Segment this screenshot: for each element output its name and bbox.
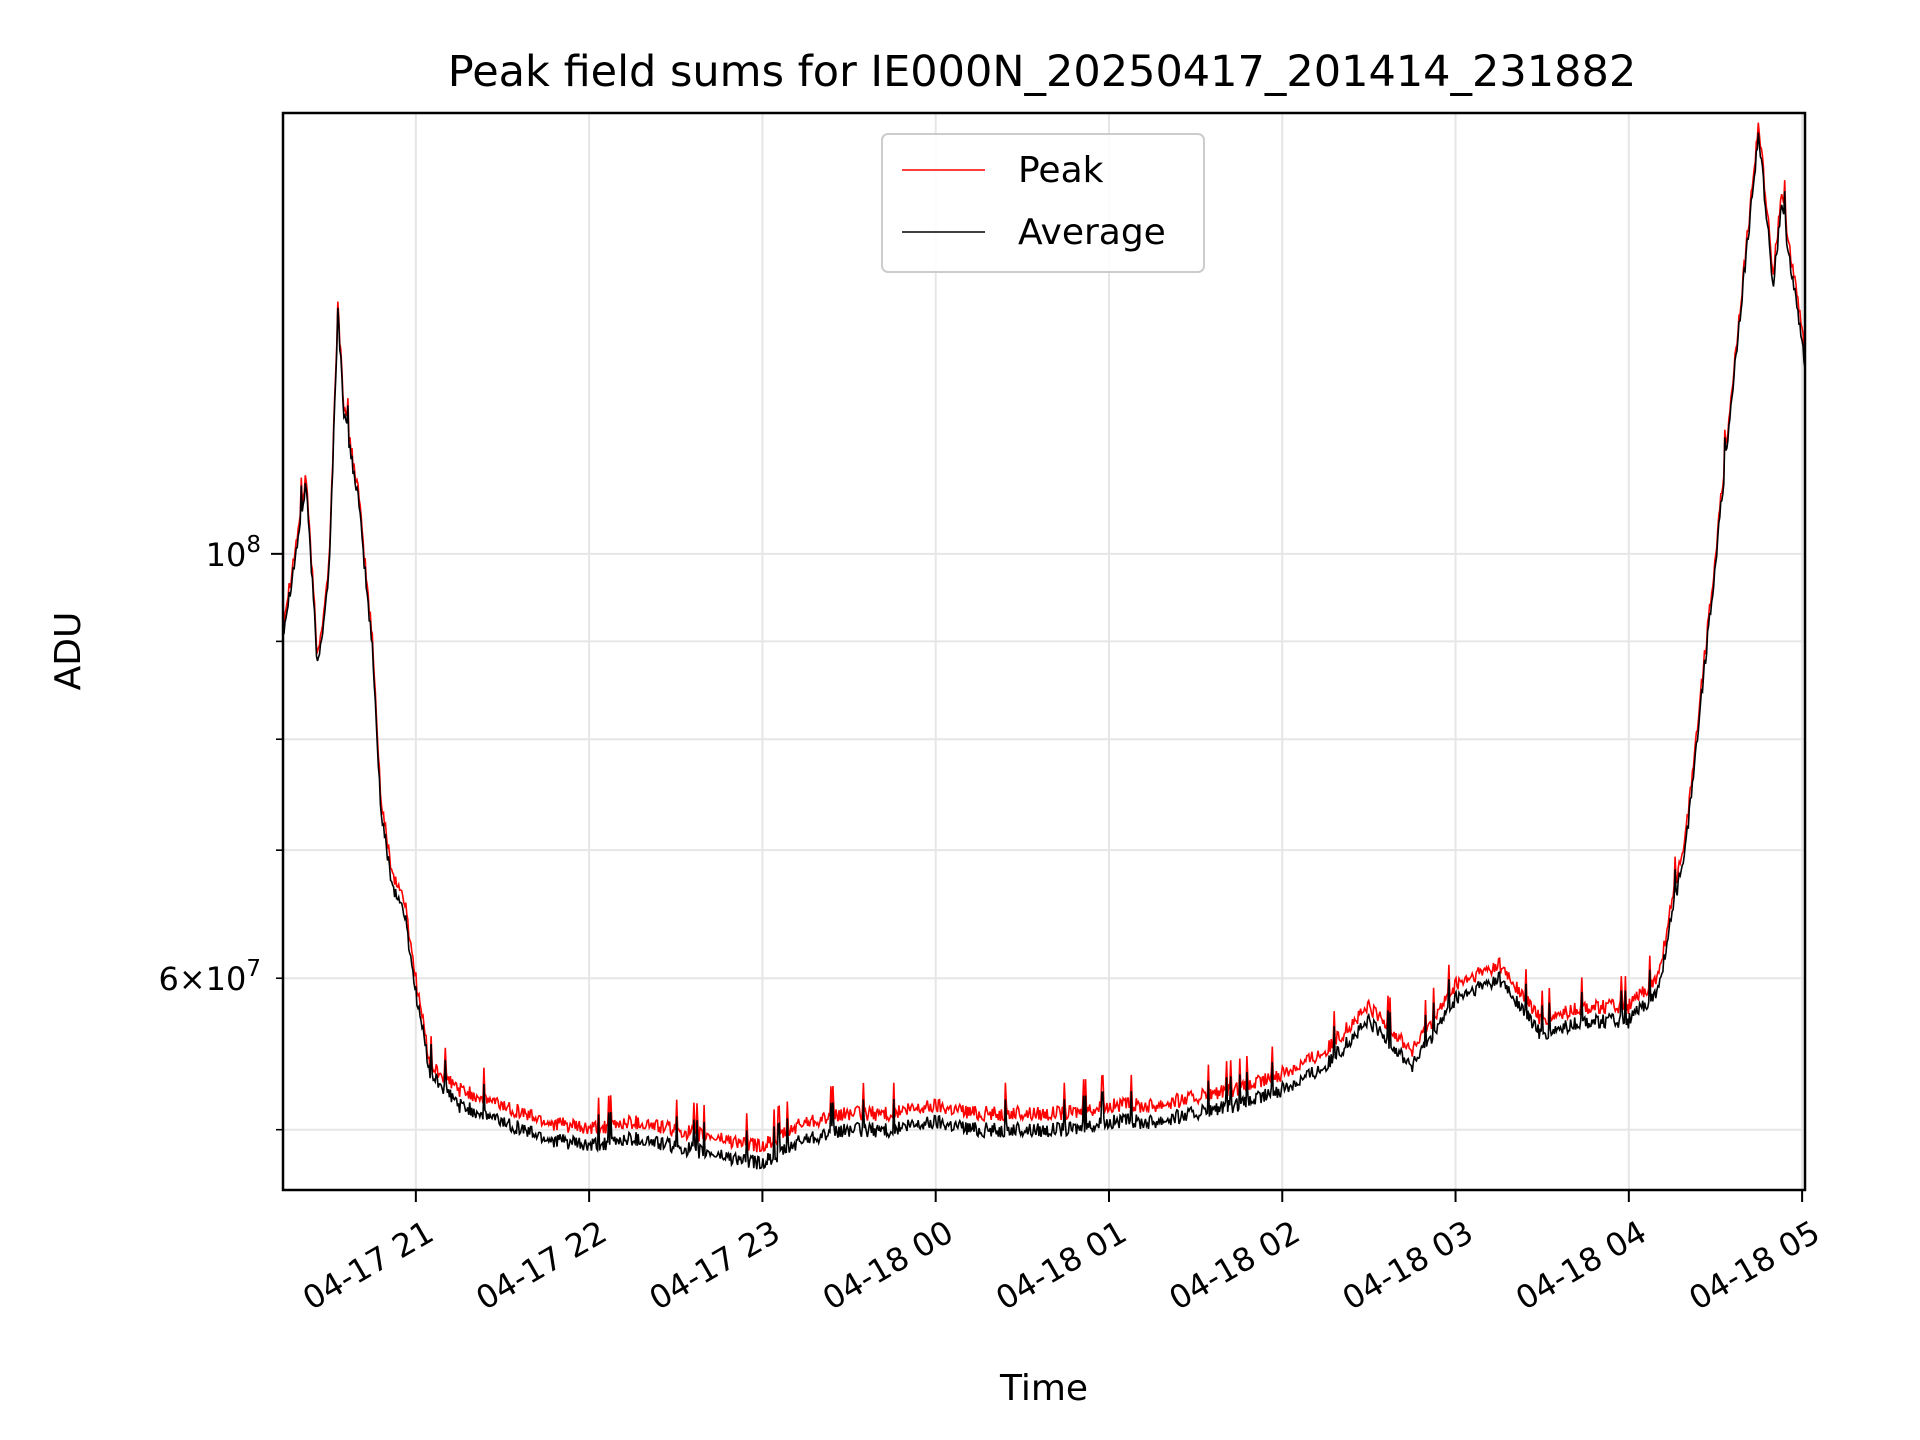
legend-label-average: Average: [1018, 212, 1166, 253]
x-tick-label: 04-17 22: [470, 1213, 614, 1318]
x-axis-ticks: 04-17 21 04-17 22 04-17 23 04-18 00 04-18 01…: [296, 1190, 1826, 1318]
plot-frame: [281, 111, 1807, 1192]
x-tick-label: 04-18 05: [1683, 1213, 1827, 1318]
series-line-peak: [282, 122, 1806, 1153]
x-tick-label: 04-18 02: [1163, 1213, 1307, 1318]
legend-box: [881, 133, 1205, 273]
chart-title: Peak field sums for IE000N_20250417_2014…: [448, 47, 1636, 97]
y-tick-label: 6×107: [158, 956, 261, 998]
legend: Peak Average: [881, 133, 1205, 273]
y-tick-label: 108: [206, 532, 261, 574]
series-layer: [282, 122, 1806, 1170]
x-tick-label: 04-18 00: [816, 1213, 960, 1318]
x-axis-label: Time: [999, 1368, 1088, 1409]
x-tick-label: 04-17 21: [296, 1213, 440, 1318]
series-line-average: [283, 132, 1806, 1170]
y-axis-label: ADU: [48, 612, 89, 691]
legend-label-peak: Peak: [1018, 150, 1104, 191]
y-axis-ticks: 108 6×107: [158, 532, 283, 1131]
x-tick-label: 04-18 04: [1509, 1213, 1653, 1318]
x-tick-label: 04-18 01: [989, 1213, 1133, 1318]
grid: [283, 113, 1805, 1190]
x-tick-label: 04-17 23: [643, 1213, 787, 1318]
x-tick-label: 04-18 03: [1336, 1213, 1480, 1318]
